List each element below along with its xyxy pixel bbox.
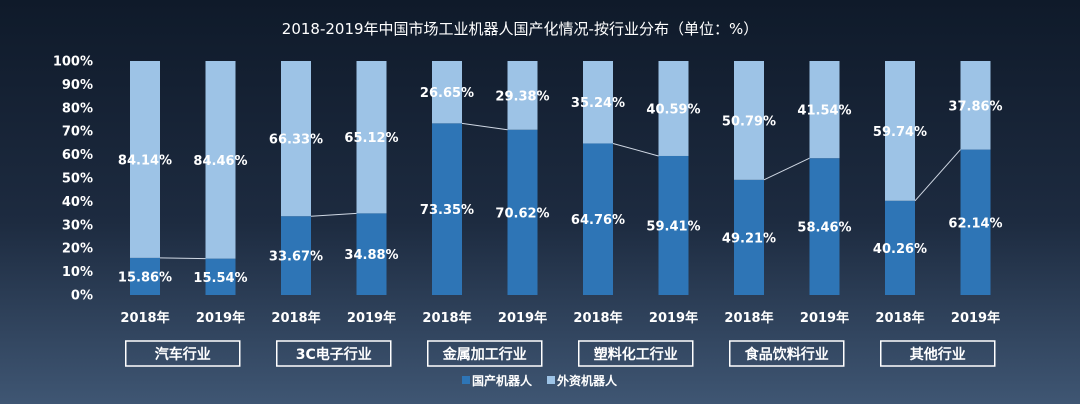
bar-foreign: [281, 61, 311, 217]
x-tick-label: 2019年: [649, 310, 698, 326]
bar-foreign: [432, 61, 462, 124]
data-label-foreign: 26.65%: [420, 86, 474, 101]
chart-title: 2018-2019年中国市场工业机器人国产化情况-按行业分布（单位：%）: [282, 20, 758, 38]
data-label-domestic: 73.35%: [420, 203, 474, 218]
legend-label-domestic: 国产机器人: [472, 373, 533, 388]
data-label-domestic: 33.67%: [269, 250, 323, 265]
group-label: 食品饮料行业: [745, 346, 829, 363]
group-box: [729, 340, 845, 367]
bar-domestic: [130, 257, 160, 295]
data-label-domestic: 58.46%: [797, 221, 851, 236]
series-line: [159, 257, 206, 260]
data-label-foreign: 59.74%: [873, 125, 927, 140]
bar-domestic: [281, 216, 311, 295]
bar-foreign: [658, 61, 689, 156]
legend-swatch-domestic: [462, 376, 470, 384]
data-label-domestic: 70.62%: [495, 206, 549, 221]
data-label-foreign: 37.86%: [948, 99, 1002, 114]
data-label-foreign: 66.33%: [269, 133, 323, 148]
x-tick-label: 2018年: [724, 310, 773, 326]
group-box: [880, 340, 996, 367]
data-label-domestic: 49.21%: [722, 231, 776, 246]
x-tick-label: 2019年: [498, 310, 547, 326]
x-tick-label: 2018年: [271, 310, 320, 326]
bar-domestic: [583, 143, 613, 295]
data-label-domestic: 34.88%: [344, 248, 398, 263]
data-label-foreign: 41.54%: [797, 104, 851, 119]
group-label: 塑料化工行业: [594, 346, 678, 363]
group-label: 汽车行业: [155, 346, 211, 363]
data-label-foreign: 29.38%: [495, 89, 549, 104]
bar-foreign: [734, 61, 764, 180]
bar-domestic: [885, 200, 915, 295]
y-tick-label: 80%: [62, 101, 93, 116]
series-line: [310, 212, 357, 217]
bar-foreign: [130, 61, 160, 258]
group-box: [427, 340, 543, 367]
y-tick-label: 0%: [71, 289, 93, 304]
bar-foreign: [885, 61, 915, 201]
x-tick-label: 2018年: [120, 310, 169, 326]
data-label-domestic: 15.86%: [118, 270, 172, 285]
bar-domestic: [960, 149, 991, 295]
bar-domestic: [734, 179, 764, 295]
series-line: [914, 149, 961, 202]
data-label-foreign: 50.79%: [722, 114, 776, 129]
x-tick-label: 2018年: [422, 310, 471, 326]
bar-foreign: [809, 61, 840, 159]
y-tick-label: 20%: [62, 242, 93, 257]
y-tick-label: 100%: [53, 55, 93, 70]
series-line: [612, 142, 659, 157]
group-box: [125, 340, 241, 367]
bar-foreign: [205, 61, 236, 259]
bar-domestic: [432, 123, 462, 296]
group-label: 3C电子行业: [296, 346, 372, 363]
x-tick-label: 2019年: [347, 310, 396, 326]
y-tick-label: 30%: [62, 218, 93, 233]
bar-domestic: [507, 129, 538, 295]
bar-foreign: [960, 61, 991, 150]
bar-domestic: [356, 213, 387, 295]
x-tick-label: 2018年: [875, 310, 924, 326]
x-tick-label: 2018年: [573, 310, 622, 326]
y-tick-label: 60%: [62, 148, 93, 163]
y-tick-label: 70%: [62, 125, 93, 140]
legend: 国产机器人 外资机器人: [462, 373, 618, 388]
bar-domestic: [658, 155, 689, 295]
y-tick-label: 50%: [62, 172, 93, 187]
data-label-domestic: 62.14%: [948, 216, 1002, 231]
legend-label-foreign: 外资机器人: [557, 373, 618, 388]
data-label-foreign: 84.14%: [118, 153, 172, 168]
group-label: 其他行业: [910, 346, 966, 363]
data-label-domestic: 15.54%: [193, 271, 247, 286]
data-label-foreign: 65.12%: [344, 131, 398, 146]
bar-foreign: [356, 61, 387, 214]
series-line: [763, 157, 810, 181]
x-tick-label: 2019年: [800, 310, 849, 326]
series-line: [461, 122, 508, 131]
data-label-domestic: 64.76%: [571, 213, 625, 228]
group-box: [578, 340, 694, 367]
bar-foreign: [583, 61, 613, 144]
data-label-foreign: 35.24%: [571, 96, 625, 111]
data-label-foreign: 40.59%: [646, 102, 700, 117]
y-tick-label: 90%: [62, 78, 93, 93]
x-tick-label: 2019年: [196, 310, 245, 326]
y-tick-label: 40%: [62, 195, 93, 210]
data-label-domestic: 40.26%: [873, 242, 927, 257]
bar-foreign: [507, 61, 538, 130]
bar-domestic: [205, 258, 236, 295]
x-tick-label: 2019年: [951, 310, 1000, 326]
group-label: 金属加工行业: [442, 346, 527, 363]
data-label-domestic: 59.41%: [646, 219, 700, 234]
group-box: [276, 340, 392, 367]
y-tick-label: 10%: [62, 265, 93, 280]
data-label-foreign: 84.46%: [193, 154, 247, 169]
legend-swatch-foreign: [547, 376, 555, 384]
bar-domestic: [809, 158, 840, 295]
